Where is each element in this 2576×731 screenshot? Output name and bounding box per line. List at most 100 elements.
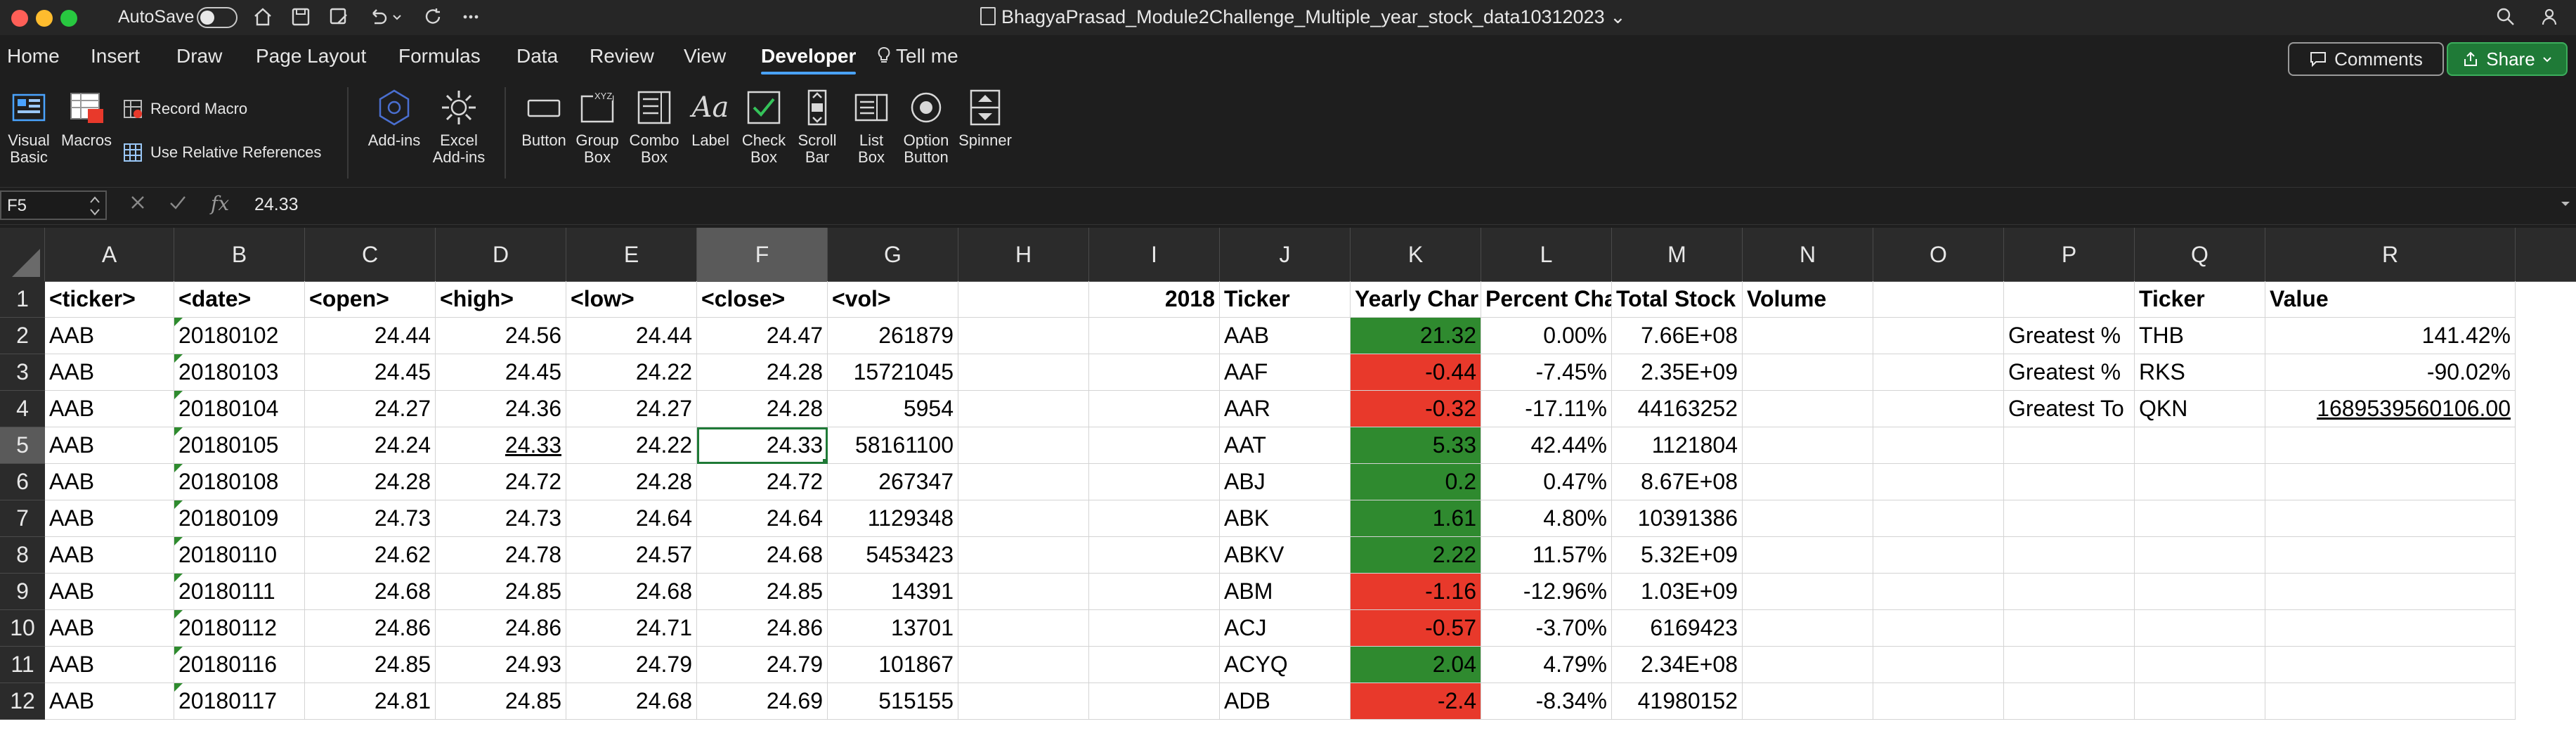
- cell-j2[interactable]: AAB: [1220, 318, 1351, 354]
- cell-f6[interactable]: 24.72: [697, 464, 828, 500]
- cell-l12[interactable]: -8.34%: [1481, 683, 1612, 720]
- cell-b4[interactable]: 20180104: [174, 391, 305, 427]
- cell-q5[interactable]: [2135, 427, 2265, 464]
- cell-r3[interactable]: -90.02%: [2265, 354, 2516, 391]
- cell-o12[interactable]: [1873, 683, 2004, 720]
- cell-i11[interactable]: [1089, 647, 1220, 683]
- cell-p4[interactable]: Greatest To: [2004, 391, 2135, 427]
- cell-d11[interactable]: 24.93: [436, 647, 566, 683]
- cell-a7[interactable]: AAB: [45, 500, 174, 537]
- cell-q1[interactable]: Ticker: [2135, 281, 2265, 318]
- tab-page-layout[interactable]: Page Layout: [256, 45, 367, 67]
- cell-f8[interactable]: 24.68: [697, 537, 828, 574]
- cell-i12[interactable]: [1089, 683, 1220, 720]
- cell-k6[interactable]: 0.2: [1351, 464, 1481, 500]
- cell-n2[interactable]: [1743, 318, 1873, 354]
- cell-f10[interactable]: 24.86: [697, 610, 828, 647]
- cell-a9[interactable]: AAB: [45, 574, 174, 610]
- row-header-12[interactable]: 12: [0, 683, 45, 720]
- column-header-e[interactable]: E: [566, 228, 697, 281]
- cell-e10[interactable]: 24.71: [566, 610, 697, 647]
- account-icon[interactable]: [2538, 4, 2563, 30]
- cell-l7[interactable]: 4.80%: [1481, 500, 1612, 537]
- cell-b12[interactable]: 20180117: [174, 683, 305, 720]
- cell-m10[interactable]: 6169423: [1612, 610, 1743, 647]
- cell-r1[interactable]: Value: [2265, 281, 2516, 318]
- function-icon[interactable]: fx: [211, 192, 230, 215]
- cell-h4[interactable]: [958, 391, 1089, 427]
- cell-b2[interactable]: 20180102: [174, 318, 305, 354]
- cell-b10[interactable]: 20180112: [174, 610, 305, 647]
- formula-input[interactable]: 24.33: [254, 195, 299, 214]
- cell-d7[interactable]: 24.73: [436, 500, 566, 537]
- cell-j1[interactable]: Ticker: [1220, 281, 1351, 318]
- column-header-d[interactable]: D: [436, 228, 566, 281]
- tab-draw[interactable]: Draw: [176, 45, 223, 67]
- cell-b6[interactable]: 20180108: [174, 464, 305, 500]
- cell-p6[interactable]: [2004, 464, 2135, 500]
- add-ins-button[interactable]: Add-ins: [360, 87, 429, 149]
- cell-f3[interactable]: 24.28: [697, 354, 828, 391]
- cell-c10[interactable]: 24.86: [305, 610, 436, 647]
- cell-q12[interactable]: [2135, 683, 2265, 720]
- cell-k8[interactable]: 2.22: [1351, 537, 1481, 574]
- cell-a3[interactable]: AAB: [45, 354, 174, 391]
- cell-d3[interactable]: 24.45: [436, 354, 566, 391]
- name-box-stepper-icon[interactable]: [87, 192, 103, 224]
- cell-o11[interactable]: [1873, 647, 2004, 683]
- cell-g12[interactable]: 515155: [828, 683, 958, 720]
- cell-g8[interactable]: 5453423: [828, 537, 958, 574]
- cell-f4[interactable]: 24.28: [697, 391, 828, 427]
- cell-r2[interactable]: 141.42%: [2265, 318, 2516, 354]
- cell-f1[interactable]: <close>: [697, 281, 828, 318]
- cell-i5[interactable]: [1089, 427, 1220, 464]
- cell-n10[interactable]: [1743, 610, 1873, 647]
- cell-l3[interactable]: -7.45%: [1481, 354, 1612, 391]
- cell-n6[interactable]: [1743, 464, 1873, 500]
- cell-e8[interactable]: 24.57: [566, 537, 697, 574]
- cell-b3[interactable]: 20180103: [174, 354, 305, 391]
- cell-j11[interactable]: ACYQ: [1220, 647, 1351, 683]
- cell-r4[interactable]: 1689539560106.00: [2265, 391, 2516, 427]
- group-box-control[interactable]: XYZ Group Box: [572, 87, 623, 166]
- cell-l11[interactable]: 4.79%: [1481, 647, 1612, 683]
- column-header-r[interactable]: R: [2265, 228, 2516, 281]
- cell-g9[interactable]: 14391: [828, 574, 958, 610]
- cell-d8[interactable]: 24.78: [436, 537, 566, 574]
- cell-c7[interactable]: 24.73: [305, 500, 436, 537]
- cell-m6[interactable]: 8.67E+08: [1612, 464, 1743, 500]
- cell-e5[interactable]: 24.22: [566, 427, 697, 464]
- cell-n5[interactable]: [1743, 427, 1873, 464]
- cell-d1[interactable]: <high>: [436, 281, 566, 318]
- select-all-corner[interactable]: [0, 228, 45, 281]
- cell-o2[interactable]: [1873, 318, 2004, 354]
- cell-r10[interactable]: [2265, 610, 2516, 647]
- option-button-control[interactable]: Option Button: [898, 87, 954, 166]
- macros-button[interactable]: Macros: [59, 87, 114, 149]
- cell-c1[interactable]: <open>: [305, 281, 436, 318]
- cell-d4[interactable]: 24.36: [436, 391, 566, 427]
- cell-q7[interactable]: [2135, 500, 2265, 537]
- cell-g10[interactable]: 13701: [828, 610, 958, 647]
- confirm-icon[interactable]: [169, 193, 187, 216]
- cell-c3[interactable]: 24.45: [305, 354, 436, 391]
- cell-p1[interactable]: [2004, 281, 2135, 318]
- cell-i9[interactable]: [1089, 574, 1220, 610]
- row-header-7[interactable]: 7: [0, 500, 45, 537]
- cell-p2[interactable]: Greatest %: [2004, 318, 2135, 354]
- cell-n12[interactable]: [1743, 683, 1873, 720]
- cell-h2[interactable]: [958, 318, 1089, 354]
- cell-c2[interactable]: 24.44: [305, 318, 436, 354]
- cell-i3[interactable]: [1089, 354, 1220, 391]
- cell-a2[interactable]: AAB: [45, 318, 174, 354]
- combo-box-control[interactable]: Combo Box: [625, 87, 683, 166]
- save-as-icon[interactable]: [326, 4, 351, 30]
- cell-m12[interactable]: 41980152: [1612, 683, 1743, 720]
- cell-j6[interactable]: ABJ: [1220, 464, 1351, 500]
- cell-r7[interactable]: [2265, 500, 2516, 537]
- cell-o9[interactable]: [1873, 574, 2004, 610]
- column-header-k[interactable]: K: [1351, 228, 1481, 281]
- cell-i7[interactable]: [1089, 500, 1220, 537]
- cell-o3[interactable]: [1873, 354, 2004, 391]
- cell-p9[interactable]: [2004, 574, 2135, 610]
